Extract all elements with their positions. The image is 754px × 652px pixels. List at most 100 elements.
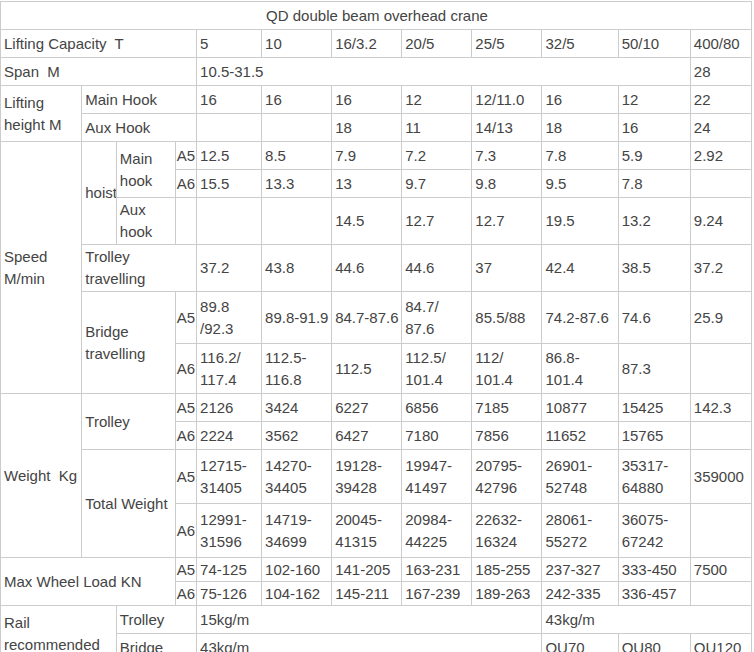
aux-hook-height: 16 (618, 114, 690, 142)
trolley-travelling-speed: 38.5 (618, 245, 690, 292)
bridge-speed-a5: 25.9 (690, 292, 751, 344)
hoist-speed-a5: 7.8 (542, 142, 618, 170)
max-wheel-a6: 189-263 (472, 582, 542, 606)
span-row: Span M 10.5-31.5 28 (1, 58, 752, 86)
trolley-weight-a5: 7185 (472, 394, 542, 422)
trolley-weight-a5: 142.3 (690, 394, 751, 422)
main-hook-height: 12 (618, 86, 690, 114)
a6-class-label: A6 (175, 422, 196, 450)
bridge-speed-a6: 112.5- 116.8 (262, 344, 332, 394)
lifting-height-label: Lifting height M (1, 86, 82, 142)
trolley-weight-a5: 6856 (402, 394, 472, 422)
capacity-value: 400/80 (690, 30, 751, 58)
total-weight-a5: 19947- 41497 (402, 450, 472, 504)
max-wheel-a5: 102-160 (262, 558, 332, 582)
bridge-speed-a5: 74.2-87.6 (542, 292, 618, 344)
bridge-speed-a6 (690, 344, 751, 394)
total-weight-a5: 12715- 31405 (197, 450, 262, 504)
aux-hook-label: Aux Hook (82, 114, 197, 142)
trolley-travelling-row: Trolley travelling 37.2 43.8 44.6 44.6 3… (1, 245, 752, 292)
aux-hook-speed: 9.24 (690, 198, 751, 245)
capacity-value: 20/5 (402, 30, 472, 58)
trolley-weight-a6: 7180 (402, 422, 472, 450)
hoist-speed-a5: 2.92 (690, 142, 751, 170)
aux-hook-height-row: Aux Hook 18 11 14/13 18 16 24 (1, 114, 752, 142)
aux-hook-height: 24 (690, 114, 751, 142)
speed-main-hook-label: Main hook (116, 142, 175, 198)
aux-hook-height (262, 114, 332, 142)
aux-hook-speed: 14.5 (332, 198, 402, 245)
max-wheel-a6: 75-126 (197, 582, 262, 606)
total-weight-label: Total Weight (82, 450, 175, 558)
capacity-value: 25/5 (472, 30, 542, 58)
max-wheel-a6: 167-239 (402, 582, 472, 606)
total-weight-a5: 14270- 34405 (262, 450, 332, 504)
trolley-weight-a5: 2126 (197, 394, 262, 422)
bridge-speed-a5: 89.8 /92.3 (197, 292, 262, 344)
a6-class-label: A6 (175, 170, 196, 198)
trolley-weight-a5: 10877 (542, 394, 618, 422)
weight-trolley-label: Trolley (82, 394, 175, 450)
aux-hook-speed: 19.5 (542, 198, 618, 245)
bridge-speed-a5: 85.5/88 (472, 292, 542, 344)
bridge-speed-a5: 74.6 (618, 292, 690, 344)
total-weight-a5: 26901- 52748 (542, 450, 618, 504)
bridge-speed-a6: 112.5 (332, 344, 402, 394)
hoist-speed-a6: 13 (332, 170, 402, 198)
total-weight-a5: 359000 (690, 450, 751, 504)
aux-hook-height: 14/13 (472, 114, 542, 142)
trolley-weight-a6: 15765 (618, 422, 690, 450)
trolley-travelling-speed: 37 (472, 245, 542, 292)
a5-class-label: A5 (175, 558, 196, 582)
aux-hook-speed (262, 198, 332, 245)
capacity-value: 32/5 (542, 30, 618, 58)
main-hook-height: 16 (542, 86, 618, 114)
bridge-speed-a5: 84.7-87.6 (332, 292, 402, 344)
main-hook-height: 22 (690, 86, 751, 114)
aux-hook-height: 18 (332, 114, 402, 142)
hoist-speed-a5: 8.5 (262, 142, 332, 170)
hoist-main-a5-row: Speed M/min hoist Main hook A5 12.5 8.5 … (1, 142, 752, 170)
bridge-speed-a6: 87.3 (618, 344, 690, 394)
a6-class-label: A6 (175, 344, 196, 394)
max-wheel-a6: 145-211 (332, 582, 402, 606)
span-label: Span M (1, 58, 197, 86)
hoist-speed-a6 (690, 170, 751, 198)
bridge-speed-a6: 116.2/ 117.4 (197, 344, 262, 394)
total-weight-a6: 20984- 44225 (402, 504, 472, 558)
max-wheel-a5: 7500 (690, 558, 751, 582)
aux-hook-speed: 12.7 (472, 198, 542, 245)
max-wheel-a6: 104-162 (262, 582, 332, 606)
total-weight-a6: 14719- 34699 (262, 504, 332, 558)
rail-bridge-qu-value: QU80 (618, 634, 690, 652)
span-range: 10.5-31.5 (197, 58, 691, 86)
hoist-speed-a6: 9.7 (402, 170, 472, 198)
capacity-value: 50/10 (618, 30, 690, 58)
bridge-speed-a5: 84.7/ 87.6 (402, 292, 472, 344)
capacity-value: 10 (262, 30, 332, 58)
trolley-weight-a6 (690, 422, 751, 450)
speed-label: Speed M/min (1, 142, 82, 394)
hoist-speed-a6: 9.8 (472, 170, 542, 198)
aux-hook-speed: 12.7 (402, 198, 472, 245)
max-wheel-a5: 333-450 (618, 558, 690, 582)
max-wheel-a6: 242-335 (542, 582, 618, 606)
weight-trolley-a5-row: Weight Kg Trolley A5 2126 3424 6227 6856… (1, 394, 752, 422)
hoist-speed-a5: 5.9 (618, 142, 690, 170)
max-wheel-a5: 237-327 (542, 558, 618, 582)
rail-bridge-qu-value: QU120 (690, 634, 751, 652)
crane-spec-table: QD double beam overhead crane Lifting Ca… (0, 1, 752, 652)
trolley-weight-a6: 6427 (332, 422, 402, 450)
empty-class-cell (175, 198, 196, 245)
bridge-speed-a6: 112.5/ 101.4 (402, 344, 472, 394)
rail-trolley-row: Rail recommended Trolley 15kg/m 43kg/m (1, 606, 752, 634)
total-weight-a6: 20045- 41315 (332, 504, 402, 558)
max-wheel-a5: 163-231 (402, 558, 472, 582)
capacity-row: Lifting Capacity T 5 10 16/3.2 20/5 25/5… (1, 30, 752, 58)
main-hook-height: 16 (262, 86, 332, 114)
total-weight-a6: 28061- 55272 (542, 504, 618, 558)
rail-label: Rail recommended (1, 606, 117, 652)
max-wheel-a5-row: Max Wheel Load KN A5 74-125 102-160 141-… (1, 558, 752, 582)
rail-trolley-right-value: 43kg/m (542, 606, 752, 634)
hoist-speed-a6: 15.5 (197, 170, 262, 198)
